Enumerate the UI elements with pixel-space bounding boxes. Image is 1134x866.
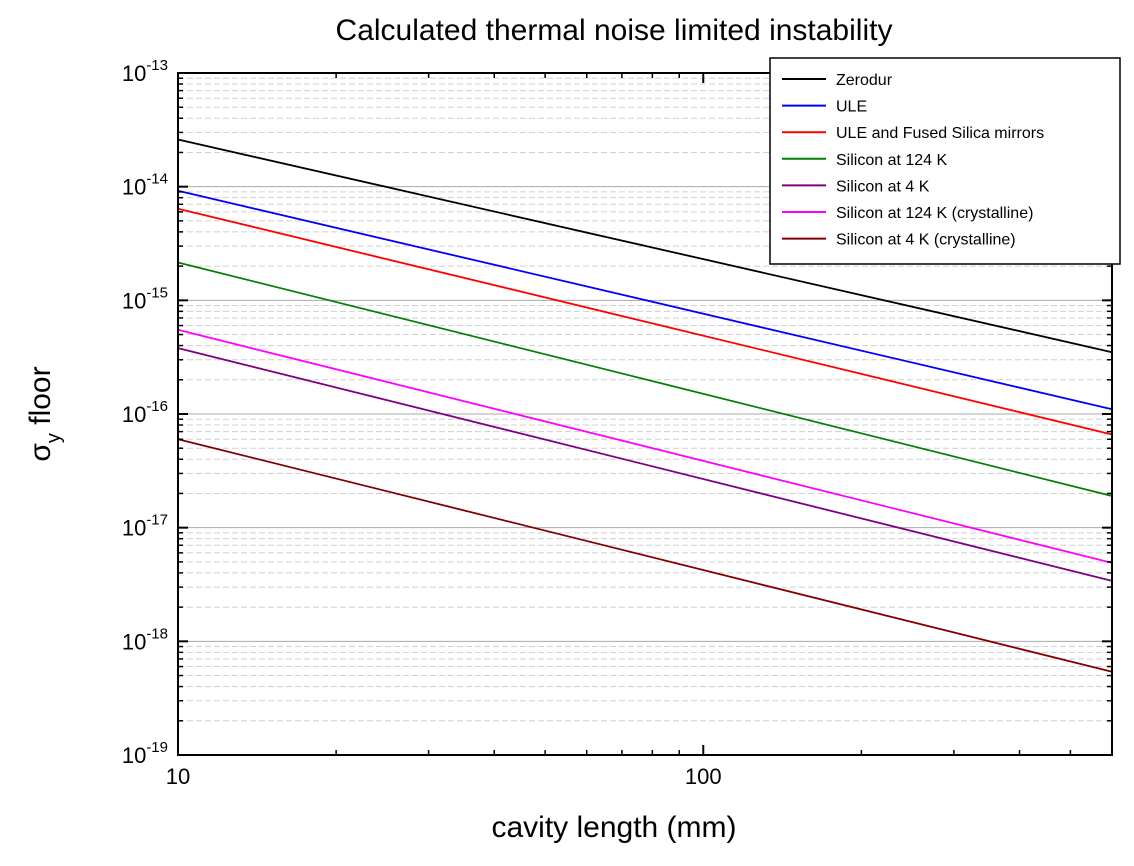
y-tick-exponent: -15 [146,284,168,301]
y-tick-label: 10-16 [122,398,168,427]
series-line [177,261,1113,497]
series-line [177,347,1113,582]
legend-label: ULE [836,99,867,116]
legend-box [769,57,1121,265]
y-tick-base: 10 [122,175,146,200]
y-tick-base: 10 [122,743,146,768]
legend-label: Zerodur [836,72,893,89]
y-tick-label: 10-17 [122,512,168,541]
series-lines [177,138,1113,673]
y-tick-label: 10-15 [122,284,168,313]
series-line [177,328,1113,564]
y-tick-label: 10-18 [122,625,168,654]
y-axis-label-suffix: floor [24,366,57,433]
x-tick-label: 100 [685,764,722,789]
legend-label: Silicon at 124 K (crystalline) [836,205,1033,222]
y-tick-label: 10-14 [122,171,168,200]
legend-label: ULE and Fused Silica mirrors [836,125,1044,142]
y-tick-base: 10 [122,288,146,313]
y-axis-label-main: σ [24,443,57,462]
legend-entries: Zerodur ULE ULE and Fused Silica mirrors Si… [782,72,1044,249]
y-tick-base: 10 [122,61,146,86]
series-line [177,438,1113,673]
y-tick-exponent: -17 [146,512,168,529]
y-tick-exponent: -13 [146,57,168,74]
y-axis-label: σy floor [24,366,65,461]
y-tick-base: 10 [122,402,146,427]
y-tick-base: 10 [122,629,146,654]
x-tick-label: 10 [166,764,190,789]
y-tick-exponent: -18 [146,625,168,642]
y-tick-base: 10 [122,516,146,541]
series-line [177,189,1113,411]
y-axis-label-subscript: y [43,433,65,443]
series-line [177,138,1113,354]
series-line [177,207,1113,436]
y-tick-exponent: -19 [146,739,168,756]
x-axis-label: cavity length (mm) [491,811,736,844]
x-tick-labels: 10 100 [166,764,722,789]
y-tick-exponent: -14 [146,171,168,188]
chart-title: Calculated thermal noise limited instabi… [336,14,893,47]
y-tick-label: 10-19 [122,739,168,768]
y-tick-exponent: -16 [146,398,168,415]
svg-text:σy floor: σy floor [24,366,65,461]
legend-label: Silicon at 124 K [836,152,948,169]
legend-label: Silicon at 4 K [836,178,930,195]
legend-label: Silicon at 4 K (crystalline) [836,232,1016,249]
y-tick-label: 10-13 [122,57,168,86]
legend: Zerodur ULE ULE and Fused Silica mirrors Si… [769,57,1121,265]
